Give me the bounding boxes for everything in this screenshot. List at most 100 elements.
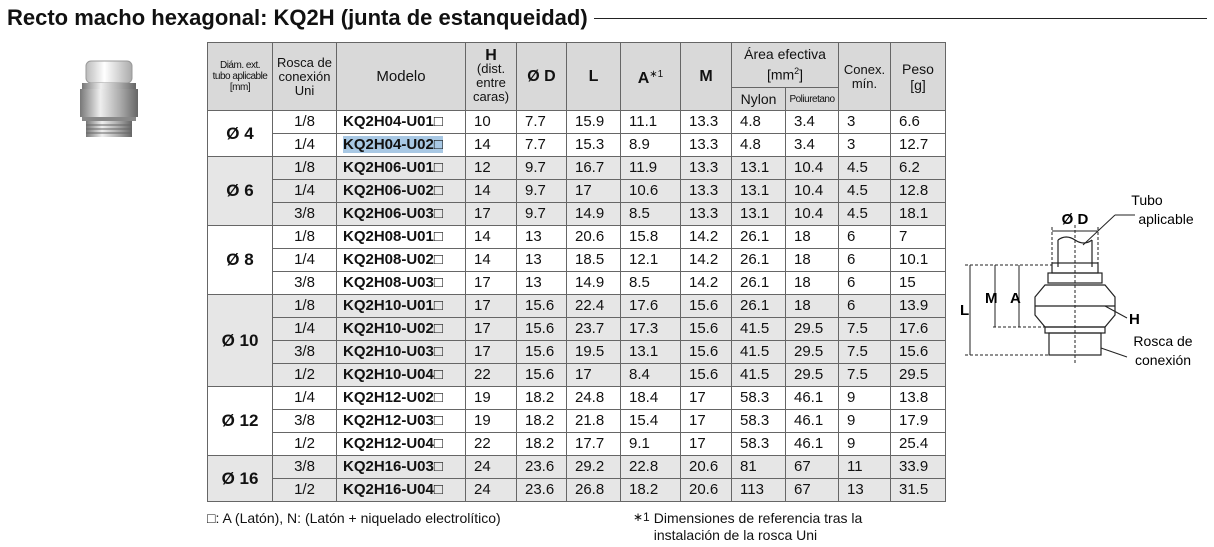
- cell-peso: 15: [890, 271, 946, 295]
- dimension-lines: [969, 214, 1135, 358]
- cell-thread: 1/4: [272, 179, 337, 203]
- cell-diameter: Ø 6: [207, 156, 273, 226]
- cell-text: 8.5: [629, 274, 650, 291]
- title-row: Recto macho hexagonal: KQ2H (junta de es…: [7, 5, 1207, 31]
- cell-text: 17: [689, 435, 706, 452]
- label-m: M: [985, 290, 998, 307]
- cell-thread: 3/8: [272, 202, 337, 226]
- cell-text: 9.1: [629, 435, 650, 452]
- cell-text: 24: [474, 481, 491, 498]
- cell-text: KQ2H10-U02□: [343, 320, 443, 337]
- cell-text: 15.6: [899, 343, 929, 360]
- header-thread: Rosca de conexión Uni: [272, 42, 337, 111]
- cell-nylon: 26.1: [731, 294, 786, 318]
- cell-conex: 9: [838, 386, 891, 410]
- cell-l: 22.4: [566, 294, 621, 318]
- cell-text: 6: [847, 228, 856, 245]
- cell-text: 14.2: [689, 251, 719, 268]
- cell-l: 14.9: [566, 202, 621, 226]
- cell-text: 9: [847, 412, 856, 429]
- table-row: 1/2 KQ2H16-U04□ 24 23.6 26.8 18.2 20.6 113 67 13 3…: [208, 478, 946, 502]
- table-row: 1/4 KQ2H08-U02□ 14 13 18.5 12.1 14.2 26.1 18 6 10.…: [208, 248, 946, 272]
- cell-poly: 67: [785, 455, 839, 479]
- table-row: Ø 6 1/8 KQ2H06-U01□ 12 9.7 16.7 11.9 13.3 13.1 10…: [207, 156, 946, 226]
- cell-d: 18.2: [516, 409, 567, 433]
- cell-model: KQ2H06-U02□: [336, 179, 466, 203]
- cell-l: 15.9: [566, 110, 621, 134]
- table-row: 3/8 KQ2H10-U03□ 17 15.6 19.5 13.1 15.6 41.5 29.5…: [208, 340, 946, 364]
- cell-text: 14: [474, 182, 491, 199]
- cell-conex: 9: [838, 432, 891, 456]
- header-area-close: ]: [799, 66, 804, 83]
- cell-text: KQ2H08-U02□: [343, 251, 443, 268]
- cell-poly: 18: [785, 248, 839, 272]
- cell-conex: 7.5: [838, 317, 891, 341]
- cell-diameter: Ø 8: [207, 225, 273, 295]
- label-thread-2: conexión: [1135, 352, 1191, 368]
- cell-l: 17: [566, 363, 621, 387]
- cell-model: KQ2H08-U01□: [336, 225, 466, 249]
- cell-model: KQ2H08-U02□: [336, 248, 466, 272]
- cell-text: 11.9: [629, 159, 658, 176]
- cell-text: 58.3: [740, 435, 770, 452]
- cell-model: KQ2H10-U02□: [336, 317, 466, 341]
- cell-text: 1/4: [294, 182, 315, 199]
- cell-nylon: 26.1: [731, 225, 786, 249]
- cell-conex: 13: [838, 478, 891, 502]
- label-tube-1: Tubo: [1131, 192, 1163, 208]
- cell-m: 13.3: [680, 133, 732, 157]
- cell-poly: 29.5: [785, 317, 839, 341]
- cell-m: 15.6: [680, 363, 732, 387]
- cell-h: 14: [465, 248, 517, 272]
- cell-peso: 13.8: [890, 386, 946, 410]
- cell-text: 26.1: [740, 297, 770, 314]
- hex: [1034, 284, 1116, 328]
- cell-text: KQ2H06-U03□: [343, 205, 443, 222]
- cell-text: KQ2H04-U01□: [343, 113, 443, 130]
- cell-a: 8.5: [620, 202, 681, 226]
- cell-text: 29.5: [794, 366, 824, 383]
- cell-d: 7.7: [516, 110, 567, 134]
- cell-text: KQ2H16-U03□: [343, 458, 443, 475]
- cell-text: 46.1: [794, 412, 824, 429]
- cell-thread: 1/4: [272, 133, 337, 157]
- cell-text: 17: [474, 297, 491, 314]
- cell-text: 17: [474, 205, 491, 222]
- cell-text: 46.1: [794, 389, 824, 406]
- cell-text: 12.8: [899, 182, 929, 199]
- cell-text: 13.3: [689, 205, 719, 222]
- table-row: Ø 10 1/8 KQ2H10-U01□ 17 15.6 22.4 17.6 15.6 26.1…: [207, 294, 946, 387]
- cell-conex: 4.5: [838, 156, 891, 180]
- cell-text: 18: [794, 251, 811, 268]
- cell-text: 18: [794, 297, 811, 314]
- cell-model: KQ2H06-U03□: [336, 202, 466, 226]
- cell-text: 7.5: [847, 320, 868, 337]
- note-ref-mark: ∗1: [633, 510, 650, 524]
- cell-h: 24: [465, 478, 517, 502]
- cell-nylon: 41.5: [731, 317, 786, 341]
- cell-text: KQ2H06-U02□: [343, 182, 443, 199]
- cell-l: 26.8: [566, 478, 621, 502]
- header-a: A∗1: [620, 42, 681, 111]
- cell-peso: 18.1: [890, 202, 946, 226]
- cell-text: 67: [794, 458, 811, 475]
- label-h: H: [1129, 311, 1140, 328]
- cell-text: 26.1: [740, 251, 770, 268]
- cell-m: 13.3: [680, 156, 732, 180]
- cell-text: 24: [474, 458, 491, 475]
- cell-text: 9.7: [525, 182, 546, 199]
- cell-poly: 18: [785, 225, 839, 249]
- cell-l: 18.5: [566, 248, 621, 272]
- cell-diameter: Ø 12: [207, 386, 273, 456]
- cell-text: 67: [794, 481, 811, 498]
- cell-text: 12.7: [899, 136, 929, 153]
- cell-peso: 29.5: [890, 363, 946, 387]
- cell-text: 18: [794, 274, 811, 291]
- cell-text: KQ2H10-U04□: [343, 366, 443, 383]
- cell-peso: 31.5: [890, 478, 946, 502]
- cell-poly: 3.4: [785, 110, 839, 134]
- cell-text: 15: [899, 274, 916, 291]
- cell-h: 19: [465, 409, 517, 433]
- cell-poly: 3.4: [785, 133, 839, 157]
- cell-text: 26.1: [740, 228, 770, 245]
